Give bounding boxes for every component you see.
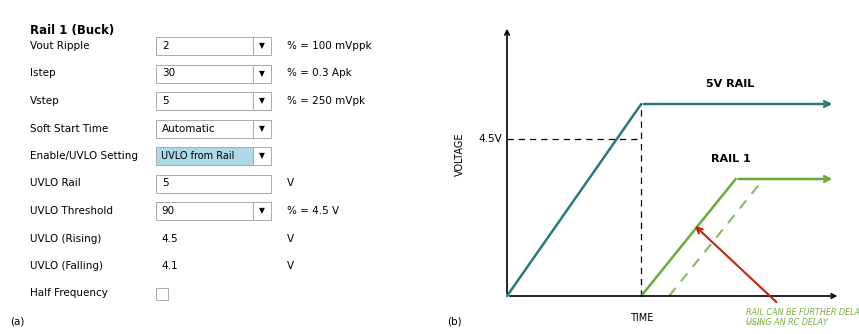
Text: TIME: TIME [630,313,653,323]
Bar [253,202,271,220]
Bar [253,92,271,110]
Text: Automatic: Automatic [161,124,216,134]
Text: V: V [287,178,294,188]
Text: 5: 5 [161,96,168,106]
Text: 30: 30 [161,68,175,78]
Text: V: V [287,261,294,271]
Text: 5V RAIL: 5V RAIL [706,79,754,89]
Bar [253,37,271,55]
Text: (b): (b) [448,316,462,326]
Text: ▼: ▼ [259,41,265,50]
Bar [155,288,168,300]
Bar [155,64,271,82]
Text: UVLO Threshold: UVLO Threshold [30,206,113,216]
Text: UVLO Rail: UVLO Rail [30,178,81,188]
Bar [253,64,271,82]
Text: % = 100 mVppk: % = 100 mVppk [287,41,371,51]
Text: VOLTAGE: VOLTAGE [455,132,466,176]
Text: RAIL CAN BE FURTHER DELAYED
USING AN RC DELAY: RAIL CAN BE FURTHER DELAYED USING AN RC … [746,308,859,327]
Text: www.: www. [746,320,765,326]
Text: % = 0.3 Apk: % = 0.3 Apk [287,68,351,78]
Text: % = 250 mVpk: % = 250 mVpk [287,96,365,106]
Text: ▼: ▼ [259,97,265,106]
Text: % = 4.5 V: % = 4.5 V [287,206,338,216]
Text: Half Frequency: Half Frequency [30,289,108,299]
Bar [253,120,271,138]
Text: 4.5: 4.5 [161,233,179,243]
Text: Vout Ripple: Vout Ripple [30,41,89,51]
Text: UVLO (Rising): UVLO (Rising) [30,233,101,243]
Text: 4.5V: 4.5V [478,134,502,144]
Text: Vstep: Vstep [30,96,60,106]
Text: Enable/UVLO Setting: Enable/UVLO Setting [30,151,138,161]
Bar [155,92,271,110]
Text: 5: 5 [161,178,168,188]
Text: ▼: ▼ [259,69,265,78]
Text: 90: 90 [161,206,175,216]
Text: UVLO (Falling): UVLO (Falling) [30,261,103,271]
Text: Soft Start Time: Soft Start Time [30,124,108,134]
Bar [253,147,271,165]
Text: 4.1: 4.1 [161,261,179,271]
Text: Rail 1 (Buck): Rail 1 (Buck) [30,24,114,37]
Text: Istep: Istep [30,68,56,78]
Text: ▼: ▼ [259,152,265,161]
Text: ▼: ▼ [259,206,265,215]
Bar [155,147,253,165]
Text: (a): (a) [10,316,24,326]
Bar [155,37,271,55]
Text: 2: 2 [161,41,168,51]
Bar [155,202,271,220]
Text: RAIL 1: RAIL 1 [711,154,751,164]
Bar [155,120,271,138]
Text: V: V [287,233,294,243]
Bar [155,174,271,192]
Text: ▼: ▼ [259,124,265,133]
Text: UVLO from Rail: UVLO from Rail [161,151,235,161]
